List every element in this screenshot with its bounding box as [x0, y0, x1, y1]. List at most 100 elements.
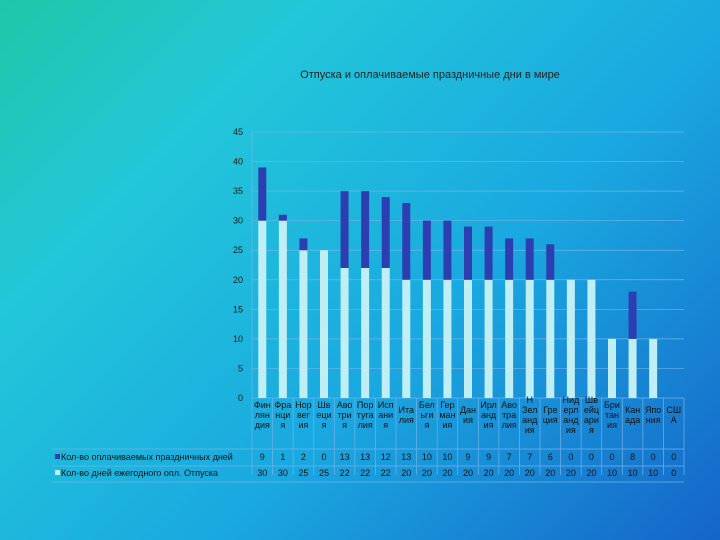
category-label: Шв еци я [316, 400, 331, 430]
category-label: Фра нци я [274, 400, 291, 430]
y-tick-label: 15 [233, 304, 243, 314]
table-value: 20 [525, 468, 535, 478]
bar-vacation [608, 338, 616, 398]
chart-title: Отпуска и оплачиваемые праздничные дни в… [300, 69, 560, 81]
y-tick-label: 35 [233, 186, 243, 196]
bar-paid-holidays [340, 191, 349, 268]
table-value: 20 [586, 468, 596, 478]
table-value: 20 [442, 468, 452, 478]
table-value: 0 [671, 468, 676, 478]
y-axis: 0 5 10 15 20 25 30 35 40 45 [233, 127, 243, 403]
category-label: Нор вег ия [295, 400, 312, 430]
table-value: 22 [381, 468, 391, 478]
bar-paid-holidays [546, 244, 555, 280]
bar-paid-holidays [402, 202, 411, 280]
bar-paid-holidays [422, 220, 431, 280]
category-label: Гер ман ия [439, 400, 455, 430]
category-label: Кан ада [625, 405, 640, 425]
table-value: 12 [381, 452, 391, 462]
bar-vacation [525, 279, 534, 398]
category-label: Исп ани я [378, 400, 394, 430]
category-label: Шв ейц ари я [584, 395, 599, 435]
y-tick-label: 10 [233, 334, 243, 344]
bar-vacation [381, 267, 390, 398]
table-value: 13 [340, 452, 350, 462]
bar-vacation [649, 338, 658, 398]
table-value: 20 [566, 468, 576, 478]
bar-vacation [464, 279, 472, 398]
table-value: 10 [442, 452, 452, 462]
bar-vacation [422, 279, 431, 398]
data-table: Кол-во оплачиваемых праздничных дней 9 1 2 0… [55, 452, 676, 478]
table-value: 8 [630, 452, 635, 462]
category-label: СШ А [666, 405, 681, 425]
bars [258, 167, 658, 398]
bar-paid-holidays [443, 220, 452, 280]
y-tick-label: 25 [233, 245, 243, 255]
bar-paid-holidays [505, 238, 514, 280]
bar-paid-holidays [628, 291, 637, 339]
table-value: 10 [628, 468, 638, 478]
legend-swatch [55, 454, 60, 459]
table-value: 20 [545, 468, 555, 478]
table-value: 13 [401, 452, 411, 462]
bar-vacation [299, 250, 308, 398]
table-value: 10 [607, 468, 617, 478]
bar-paid-holidays [361, 191, 370, 268]
bar-vacation [587, 279, 596, 398]
y-tick-label: 40 [233, 157, 243, 167]
y-tick-label: 30 [233, 216, 243, 226]
category-label: Бел ьги я [419, 400, 435, 430]
bar-vacation [443, 279, 452, 398]
y-tick-label: 5 [238, 363, 243, 373]
category-label: Гре ция [543, 405, 558, 425]
table-value: 0 [651, 452, 656, 462]
bar-vacation [628, 338, 637, 398]
bar-vacation [258, 220, 267, 398]
legend-label: Кол-во дней ежегодного опл. Отпуска [61, 468, 218, 478]
bar-paid-holidays [381, 197, 390, 268]
category-label: Фин лян дия [254, 400, 271, 430]
table-value: 20 [484, 468, 494, 478]
table-value: 30 [278, 468, 288, 478]
bar-paid-holidays [525, 238, 534, 280]
table-value: 0 [589, 452, 594, 462]
category-label: Ита лия [399, 405, 415, 425]
bar-vacation [546, 279, 555, 398]
bar-vacation [566, 279, 575, 398]
bar-vacation [505, 279, 514, 398]
category-label: Дан ия [460, 405, 476, 425]
table-value: 30 [257, 468, 267, 478]
legend-label: Кол-во оплачиваемых праздничных дней [61, 452, 233, 462]
table-value: 0 [671, 452, 676, 462]
table-value: 7 [527, 452, 532, 462]
bar-paid-holidays [258, 167, 267, 221]
category-label: Япо ния [645, 405, 661, 425]
category-label: Н Зел анд ия [522, 395, 538, 435]
bar-vacation [402, 279, 411, 398]
bar-vacation [361, 267, 370, 398]
bar-paid-holidays [464, 226, 472, 280]
table-value: 1 [280, 452, 285, 462]
table-value: 25 [298, 468, 308, 478]
category-label: Аво тра лия [501, 400, 517, 430]
table-value: 0 [609, 452, 614, 462]
table-value: 10 [648, 468, 658, 478]
table-value: 20 [401, 468, 411, 478]
table-value: 0 [568, 452, 573, 462]
table-value: 22 [340, 468, 350, 478]
table-value: 7 [507, 452, 512, 462]
y-tick-label: 20 [233, 275, 243, 285]
category-label: Пор туга лия [357, 400, 374, 430]
category-label: Аво три я [337, 400, 353, 430]
table-value: 9 [465, 452, 470, 462]
bar-vacation [340, 267, 349, 398]
table-value: 9 [260, 452, 265, 462]
table-value: 22 [360, 468, 370, 478]
bar-paid-holidays [299, 238, 308, 251]
table-value: 20 [504, 468, 514, 478]
bar-vacation [278, 220, 287, 398]
category-label: Ирл анд ия [480, 400, 497, 430]
